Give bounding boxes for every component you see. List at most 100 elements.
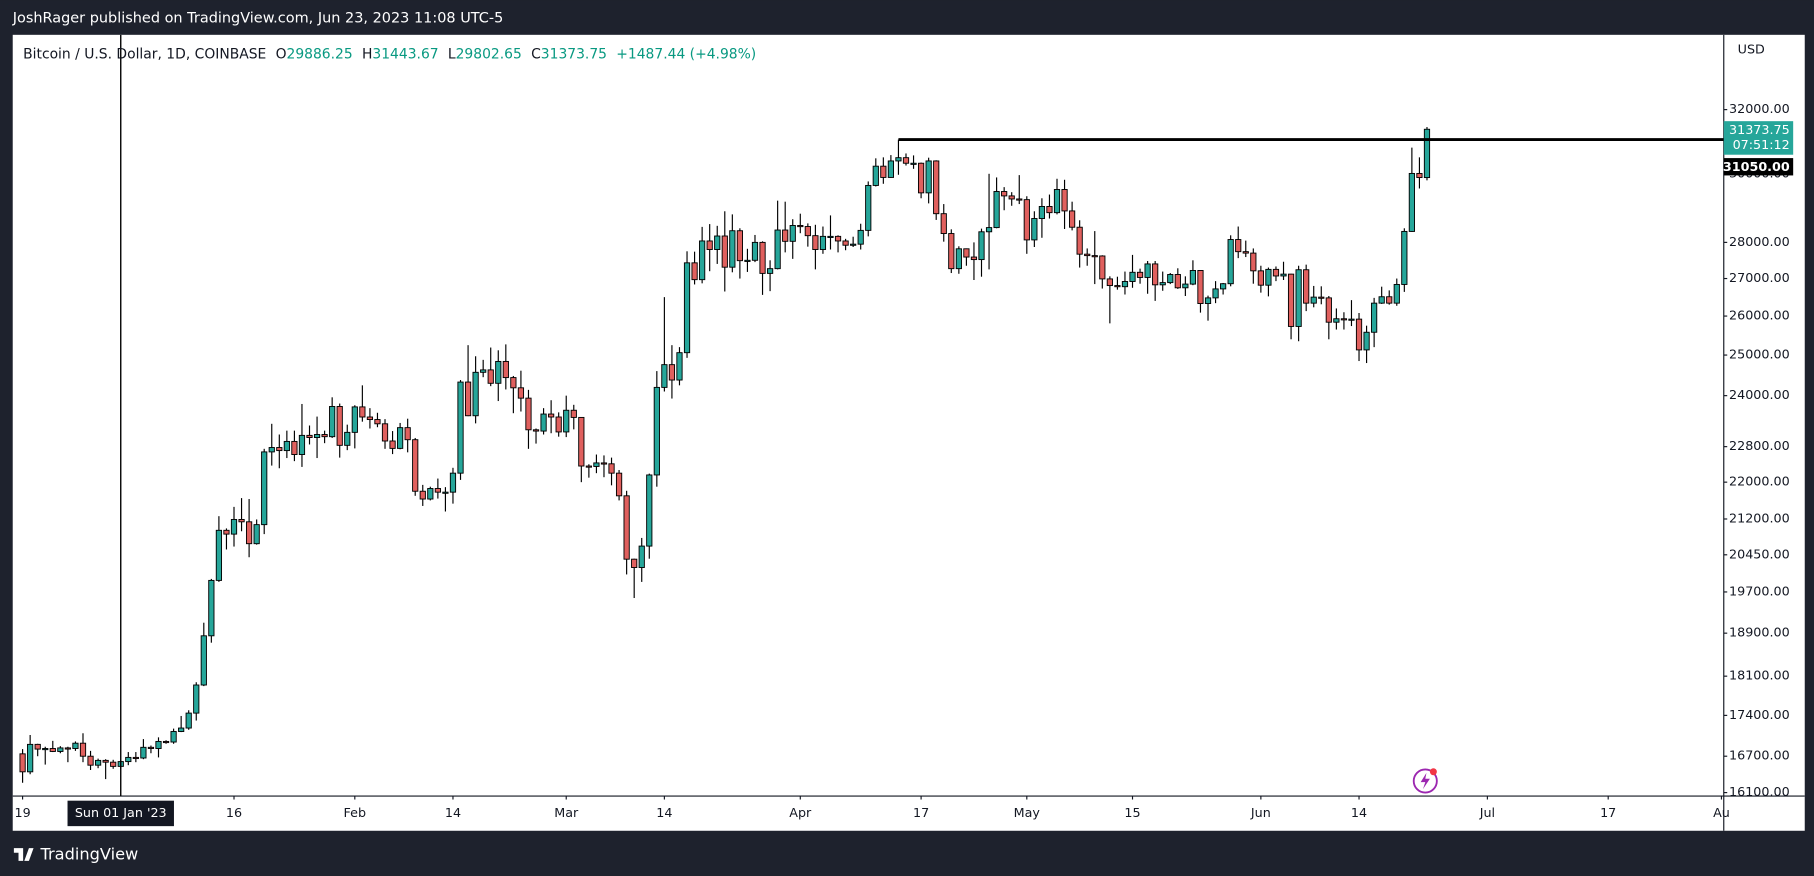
x-tick-label: 15: [1124, 805, 1140, 820]
ohlc-letter: C: [531, 46, 541, 62]
candle-body: [434, 488, 441, 493]
candle-body: [1106, 278, 1113, 287]
candle-body: [1220, 283, 1227, 290]
candle-body: [1333, 318, 1340, 323]
candle-body: [313, 434, 321, 438]
candle-body: [1053, 189, 1061, 214]
candle-body: [721, 235, 728, 268]
candle-body: [548, 413, 555, 418]
candle-body: [857, 229, 864, 245]
candle-body: [1046, 206, 1053, 214]
candle-body: [329, 406, 336, 438]
y-tick-label: 24000.00: [1729, 387, 1790, 402]
candle-body: [1423, 128, 1431, 179]
candle-body: [1189, 270, 1197, 285]
candle-body: [1303, 269, 1310, 304]
y-tick-label: 25000.00: [1729, 347, 1790, 362]
candle-body: [902, 157, 910, 164]
candle-body: [993, 191, 1000, 229]
candle-body: [1371, 302, 1378, 333]
candle-body: [1355, 318, 1363, 351]
candle-body: [397, 427, 404, 449]
candle-body: [1008, 195, 1015, 200]
ohlc-value: 29802.65: [456, 46, 522, 62]
candle-body: [917, 162, 925, 194]
candle-body: [283, 440, 290, 452]
candle-body: [766, 268, 774, 274]
candle-body: [525, 397, 532, 431]
y-tick-label: 32000.00: [1729, 101, 1790, 116]
candle-body: [178, 727, 185, 732]
candle-body: [714, 235, 721, 250]
currency-label: USD: [1738, 41, 1765, 56]
candle-body: [1242, 251, 1249, 254]
x-tick-label: Mar: [554, 805, 579, 820]
candle-body: [1295, 269, 1302, 327]
candle-body: [1136, 271, 1144, 278]
candle-body: [744, 259, 751, 262]
x-tick-label: 17: [1600, 805, 1616, 820]
x-tick-label: 14: [1351, 805, 1367, 820]
candle-body: [1265, 268, 1272, 286]
countdown: 07:51:12: [1733, 137, 1790, 152]
candle-body: [185, 712, 192, 729]
y-tick-label: 27000.00: [1729, 270, 1790, 285]
candle-body: [480, 369, 487, 373]
candle-body: [1280, 273, 1287, 277]
candle-body: [72, 742, 79, 749]
chart-area: [12, 34, 1805, 831]
candle-body: [706, 240, 713, 250]
ohlc-value: 31373.75: [541, 46, 607, 62]
candle-body: [1378, 296, 1385, 304]
candle-body: [412, 439, 419, 492]
x-tick-label: Feb: [344, 805, 367, 820]
candle-body: [1310, 296, 1317, 304]
candle-body: [963, 248, 970, 258]
candle-body: [895, 157, 902, 162]
candle-body: [865, 184, 872, 231]
candle-body: [49, 748, 56, 752]
candle-body: [94, 759, 102, 766]
candle-body: [948, 233, 955, 270]
candle-body: [19, 753, 26, 773]
candle-body: [850, 243, 857, 246]
last-price-label: 31373.75: [1729, 122, 1790, 137]
candle-body: [578, 416, 585, 467]
ohlc-letter: L: [448, 46, 456, 62]
y-tick-label: 22800.00: [1729, 438, 1790, 453]
candle-body: [668, 364, 676, 381]
footer-brand: TradingView: [39, 845, 138, 864]
y-tick-label: 28000.00: [1729, 234, 1790, 249]
candle-body: [253, 524, 260, 545]
candle-body: [298, 434, 306, 455]
x-tick-label: Jul: [1479, 805, 1495, 820]
candle-body: [27, 743, 34, 773]
candle-body: [306, 434, 313, 438]
candle-body: [782, 229, 789, 242]
candle-body: [970, 256, 978, 261]
x-tick-label: 14: [445, 805, 461, 820]
candle-body: [321, 434, 328, 438]
candle-body: [140, 746, 147, 759]
candle-body: [585, 465, 592, 468]
candle-body: [827, 235, 834, 238]
candle-body: [64, 747, 71, 750]
candle-body: [1197, 270, 1204, 304]
symbol-legend: Bitcoin / U.S. Dollar, 1D, COINBASE O2988…: [23, 46, 756, 62]
x-tick-label: 19: [14, 805, 30, 820]
logo-mark: [13, 848, 34, 861]
ohlc-letter: H: [362, 46, 372, 62]
y-tick-label: 21200.00: [1729, 510, 1790, 525]
candle-body: [804, 226, 811, 237]
y-tick-label: 17400.00: [1729, 707, 1790, 722]
candle-body: [691, 262, 698, 281]
candle-body: [215, 529, 223, 581]
x-tick-label: 16: [226, 805, 242, 820]
candle-body: [1363, 331, 1370, 351]
candle-body: [381, 423, 389, 442]
candle-body: [631, 558, 638, 568]
candle-body: [1401, 230, 1408, 285]
footer-logo: TradingView: [13, 845, 138, 864]
candle-body: [593, 462, 600, 467]
crosshair-label-bg: [67, 800, 174, 827]
